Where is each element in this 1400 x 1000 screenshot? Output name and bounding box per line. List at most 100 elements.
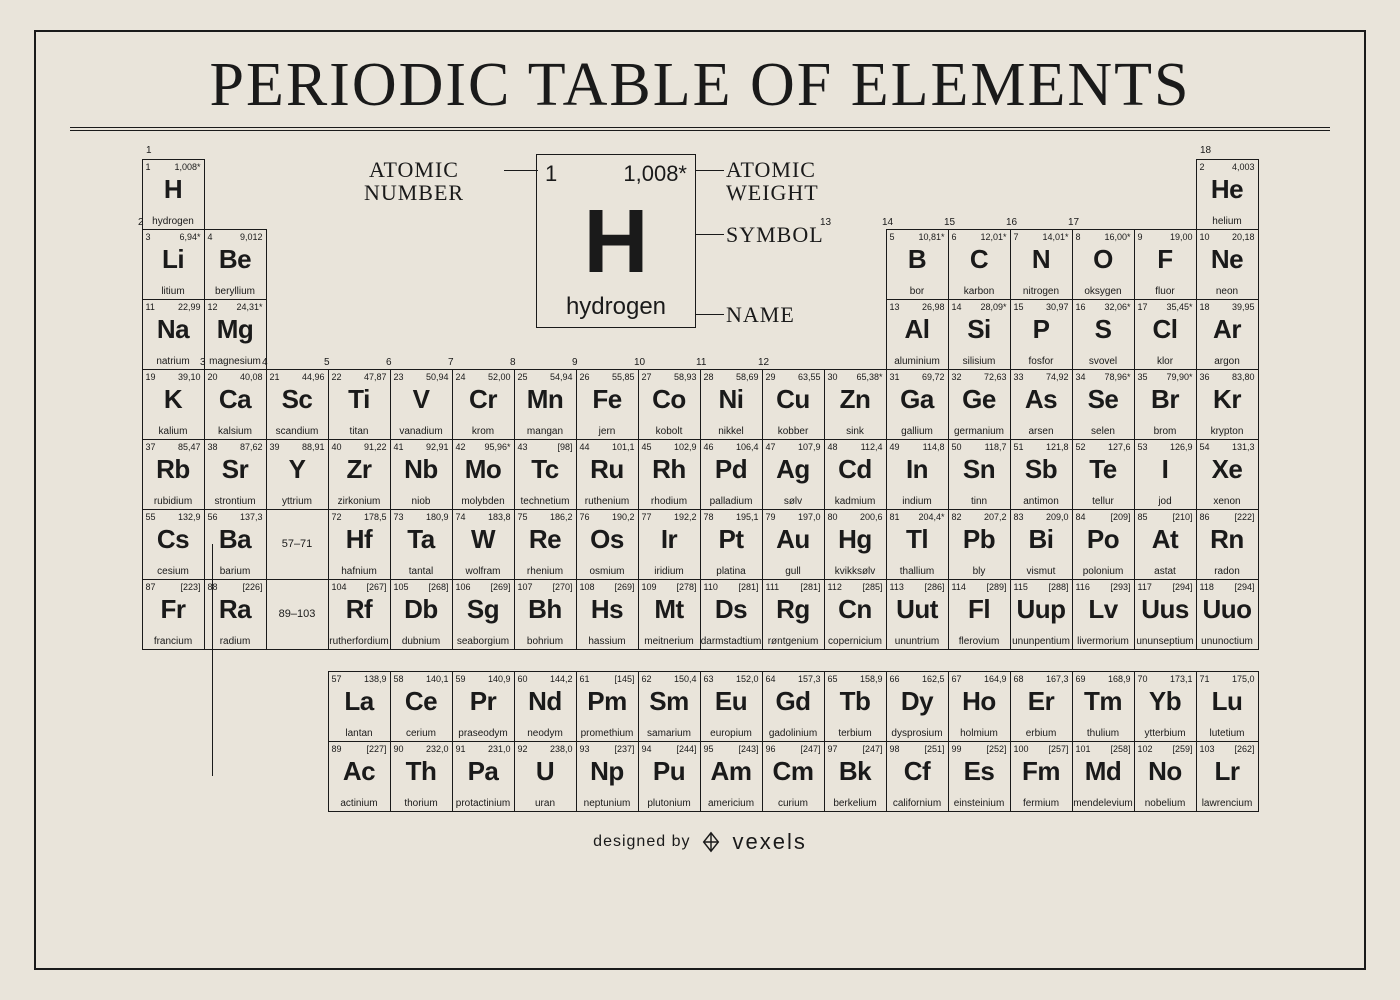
atomic-number: 21 (270, 372, 280, 382)
element-symbol: Rh (639, 454, 700, 485)
atomic-number: 35 (1138, 372, 1148, 382)
element-symbol: H (143, 174, 204, 205)
atomic-number: 12 (208, 302, 218, 312)
element-cell-Ru: 44101,1Ruruthenium (576, 439, 639, 510)
atomic-weight: 95,96* (484, 442, 510, 452)
element-name: nobelium (1135, 798, 1196, 809)
atomic-weight: 20,18 (1232, 232, 1255, 242)
element-cell-Ir: 77192,2Iriridium (638, 509, 701, 580)
group-number (1134, 145, 1196, 159)
element-symbol: Cr (453, 384, 514, 415)
element-name: xenon (1197, 496, 1258, 507)
element-symbol: Ar (1197, 314, 1258, 345)
element-name: strontium (205, 496, 266, 507)
atomic-weight: 137,3 (240, 512, 263, 522)
element-name: gallium (887, 426, 948, 437)
element-symbol: F (1135, 244, 1196, 275)
legend-label-atomic-weight: ATOMIC WEIGHT (726, 158, 819, 204)
legend-wt: 1,008* (623, 161, 687, 187)
element-symbol: Tb (825, 686, 886, 717)
element-name: kobolt (639, 426, 700, 437)
atomic-number: 25 (518, 372, 528, 382)
element-cell-Ta: 73180,9Tatantal (390, 509, 453, 580)
element-cell-Uuo: 118[294]Uuoununoctium (1196, 579, 1259, 650)
element-cell-Y: 3988,91Yyttrium (266, 439, 329, 510)
legend-example-cell: 1 1,008* H hydrogen (536, 154, 696, 328)
atomic-weight: 232,0 (426, 744, 449, 754)
element-cell-Cn: 112[285]Cncopernicium (824, 579, 887, 650)
element-symbol: Zn (825, 384, 886, 415)
element-cell-Cm: 96[247]Cmcurium (762, 741, 825, 812)
element-symbol: Lv (1073, 594, 1134, 625)
atomic-number: 78 (704, 512, 714, 522)
element-name: svovel (1073, 356, 1134, 367)
element-symbol: Tc (515, 454, 576, 485)
atomic-number: 41 (394, 442, 404, 452)
atomic-weight: 50,94 (426, 372, 449, 382)
atomic-number: 117 (1138, 582, 1152, 592)
element-symbol: O (1073, 244, 1134, 275)
element-cell-Mo: 4295,96*Momolybden (452, 439, 515, 510)
atomic-weight: 32,06* (1104, 302, 1130, 312)
element-symbol: Na (143, 314, 204, 345)
atomic-number: 91 (456, 744, 466, 754)
element-symbol: Mn (515, 384, 576, 415)
atomic-number: 81 (890, 512, 900, 522)
element-cell-Bh: 107[270]Bhbohrium (514, 579, 577, 650)
element-symbol: Cs (143, 524, 204, 555)
atomic-weight: 192,2 (674, 512, 697, 522)
element-symbol: Ti (329, 384, 390, 415)
element-name: klor (1135, 356, 1196, 367)
element-symbol: Pt (701, 524, 762, 555)
atomic-weight: 231,0 (488, 744, 511, 754)
atomic-number: 49 (890, 442, 900, 452)
atomic-number: 23 (394, 372, 404, 382)
element-cell-F: 919,00Ffluor (1134, 229, 1197, 300)
atomic-weight: [281] (800, 582, 820, 592)
atomic-number: 45 (642, 442, 652, 452)
atomic-weight: 178,5 (364, 512, 387, 522)
element-name: rubidium (143, 496, 204, 507)
group-number (1072, 145, 1134, 159)
element-symbol: Lr (1197, 756, 1258, 787)
group-number: 12 (758, 357, 769, 368)
element-cell-H: 11,008*Hhydrogen (142, 159, 205, 230)
element-name: fosfor (1011, 356, 1072, 367)
element-cell-Pa: 91231,0Paprotactinium (452, 741, 515, 812)
element-name: yttrium (267, 496, 328, 507)
element-name: dysprosium (887, 728, 948, 739)
element-cell-Pm: 61[145]Pmpromethium (576, 671, 639, 742)
poster-frame: PERIODIC TABLE OF ELEMENTS 118 11,008*Hh… (34, 30, 1366, 970)
vexels-logo-icon (700, 831, 722, 853)
atomic-weight: 107,9 (798, 442, 821, 452)
atomic-weight: [294] (1234, 582, 1254, 592)
atomic-weight: [257] (1048, 744, 1068, 754)
atomic-number: 90 (394, 744, 404, 754)
atomic-number: 109 (642, 582, 657, 592)
element-name: oksygen (1073, 286, 1134, 297)
element-name: platina (701, 566, 762, 577)
atomic-weight: 1,008* (174, 162, 200, 172)
element-name: nitrogen (1011, 286, 1072, 297)
element-name: seaborgium (453, 636, 514, 647)
element-symbol: Br (1135, 384, 1196, 415)
atomic-weight: [289] (986, 582, 1006, 592)
atomic-number: 30 (828, 372, 838, 382)
element-symbol: Ac (329, 756, 390, 787)
empty (1072, 159, 1134, 229)
element-name: ununoctium (1197, 636, 1258, 647)
atomic-number: 4 (208, 232, 213, 242)
atomic-number: 113 (890, 582, 904, 592)
atomic-number: 55 (146, 512, 156, 522)
element-name: einsteinium (949, 798, 1010, 809)
element-symbol: Rn (1197, 524, 1258, 555)
atomic-weight: [145] (614, 674, 634, 684)
element-cell-At: 85[210]Atastat (1134, 509, 1197, 580)
atomic-weight: 55,85 (612, 372, 635, 382)
element-name: samarium (639, 728, 700, 739)
atomic-number: 54 (1200, 442, 1210, 452)
atomic-weight: 35,45* (1166, 302, 1192, 312)
atomic-number: 32 (952, 372, 962, 382)
atomic-number: 28 (704, 372, 714, 382)
atomic-weight: 164,9 (984, 674, 1007, 684)
